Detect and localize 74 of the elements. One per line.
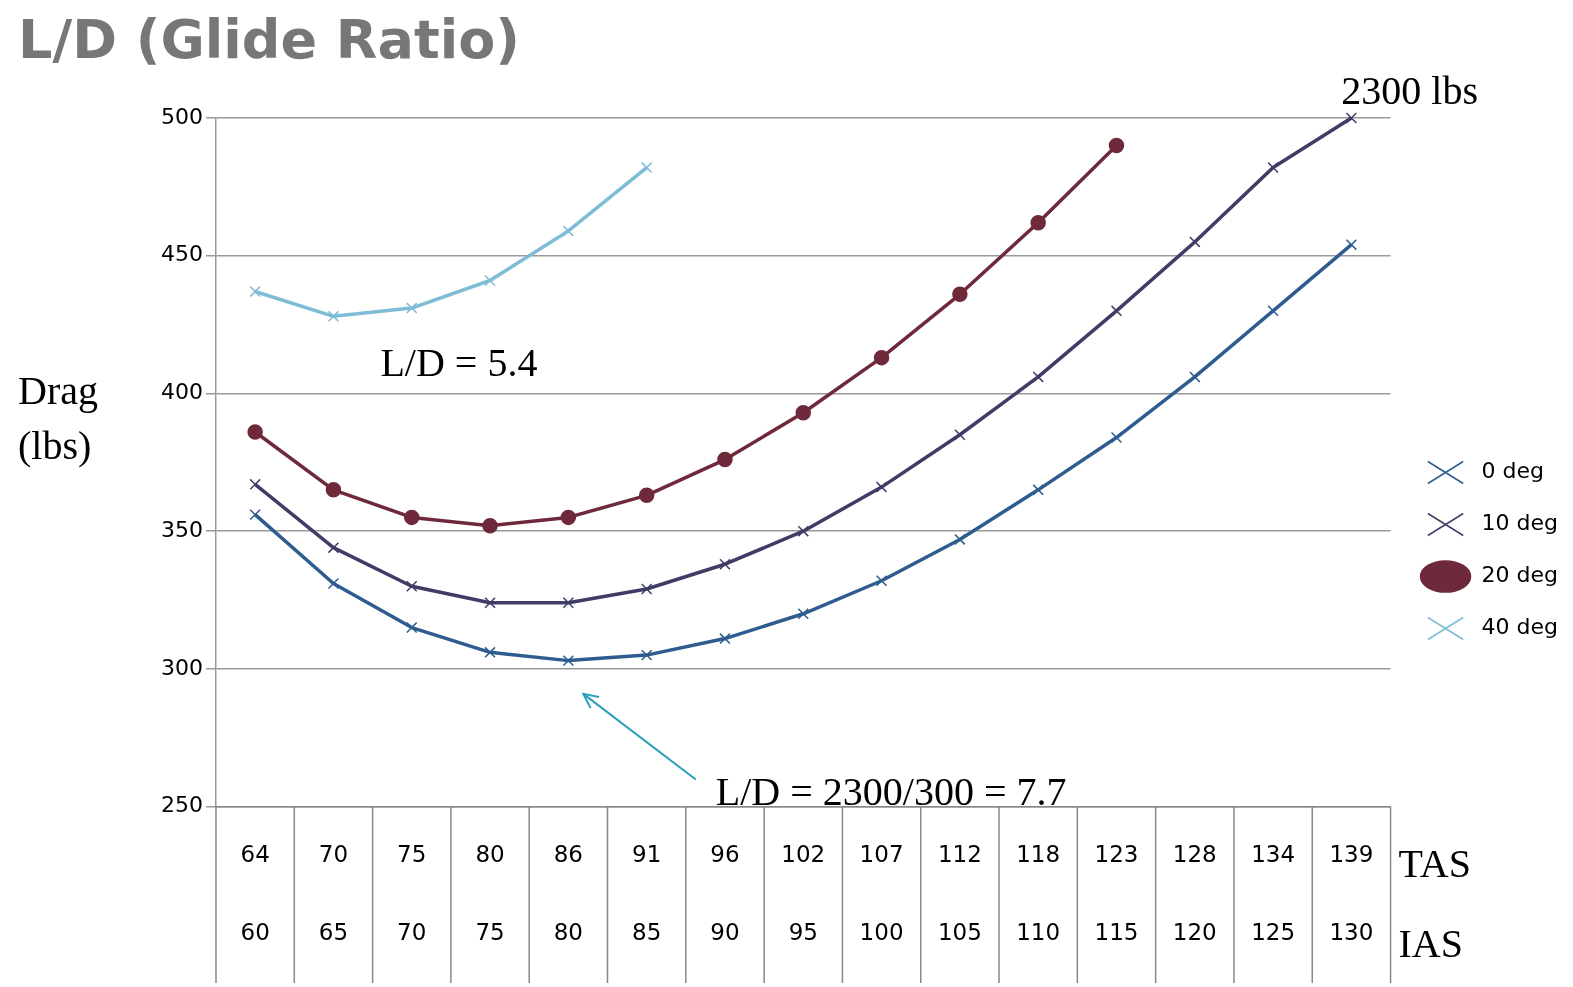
point — [560, 509, 577, 526]
point — [1267, 161, 1279, 174]
category-label: 123 115 — [1094, 840, 1139, 945]
category-label: 70 65 — [318, 840, 349, 945]
y-tick-label: 400 — [160, 379, 203, 405]
y-tick-label: 250 — [160, 792, 203, 818]
point — [1032, 484, 1044, 496]
point — [1345, 239, 1358, 251]
point — [247, 424, 263, 440]
category-label: 91 85 — [632, 840, 662, 945]
point — [1108, 137, 1125, 154]
category-label: 118 110 — [1016, 840, 1061, 945]
point — [952, 286, 968, 303]
category-label: 128 120 — [1172, 840, 1217, 945]
point — [873, 349, 890, 366]
point — [717, 451, 733, 468]
category-label: 86 80 — [553, 840, 583, 945]
category-label: 75 70 — [397, 840, 427, 945]
point — [954, 429, 966, 441]
category-label: 80 75 — [475, 840, 505, 945]
y-tick-label: 450 — [160, 241, 203, 267]
y-tick-label: 350 — [160, 516, 203, 542]
annotation: L/D = 2300/300 = 7.7 — [715, 769, 1067, 815]
point — [1345, 112, 1358, 124]
point — [327, 541, 340, 554]
category-label: 107 100 — [859, 840, 904, 945]
legend-label: 40 deg — [1481, 614, 1558, 640]
point — [249, 478, 261, 491]
point — [795, 404, 812, 421]
chart-title: L/D (Glide Ratio) — [18, 8, 520, 72]
point — [325, 482, 342, 498]
point — [638, 487, 655, 504]
category-label: 96 90 — [710, 840, 740, 945]
point — [719, 632, 731, 645]
y-tick-label: 300 — [160, 654, 203, 680]
point — [562, 225, 575, 237]
legend-label: 20 deg — [1481, 562, 1558, 588]
annotation: L/D = 5.4 — [380, 340, 538, 386]
y-tick-label: 500 — [160, 103, 203, 129]
point — [562, 597, 575, 609]
category-label: 134 125 — [1251, 840, 1296, 945]
point — [1267, 305, 1279, 317]
point — [1032, 371, 1044, 383]
category-label: 102 95 — [781, 840, 826, 945]
category-label: 139 130 — [1329, 840, 1374, 945]
point — [249, 285, 261, 298]
point — [640, 649, 653, 661]
point — [327, 310, 340, 323]
point — [482, 517, 498, 534]
point — [797, 525, 809, 537]
y-axis-title: Drag (lbs) — [18, 367, 98, 468]
point — [562, 654, 575, 667]
point — [797, 608, 809, 620]
point — [1030, 214, 1046, 231]
point — [406, 302, 418, 314]
legend-label: 10 deg — [1481, 510, 1558, 536]
chart-subtitle: 2300 lbs — [1341, 67, 1478, 113]
point — [954, 533, 966, 546]
point — [406, 621, 418, 634]
point — [875, 575, 888, 587]
point — [406, 580, 418, 592]
x-axis-title: TAS IAS — [1398, 841, 1471, 967]
point — [484, 274, 496, 287]
point — [484, 597, 496, 609]
point — [640, 583, 653, 595]
point — [719, 558, 731, 570]
point — [640, 161, 653, 174]
legend-label: 0 deg — [1481, 458, 1545, 484]
point — [875, 481, 888, 493]
point — [404, 509, 420, 526]
point — [249, 508, 261, 521]
category-label: 112 105 — [937, 840, 982, 945]
category-label: 64 60 — [240, 840, 270, 945]
point — [484, 646, 496, 659]
